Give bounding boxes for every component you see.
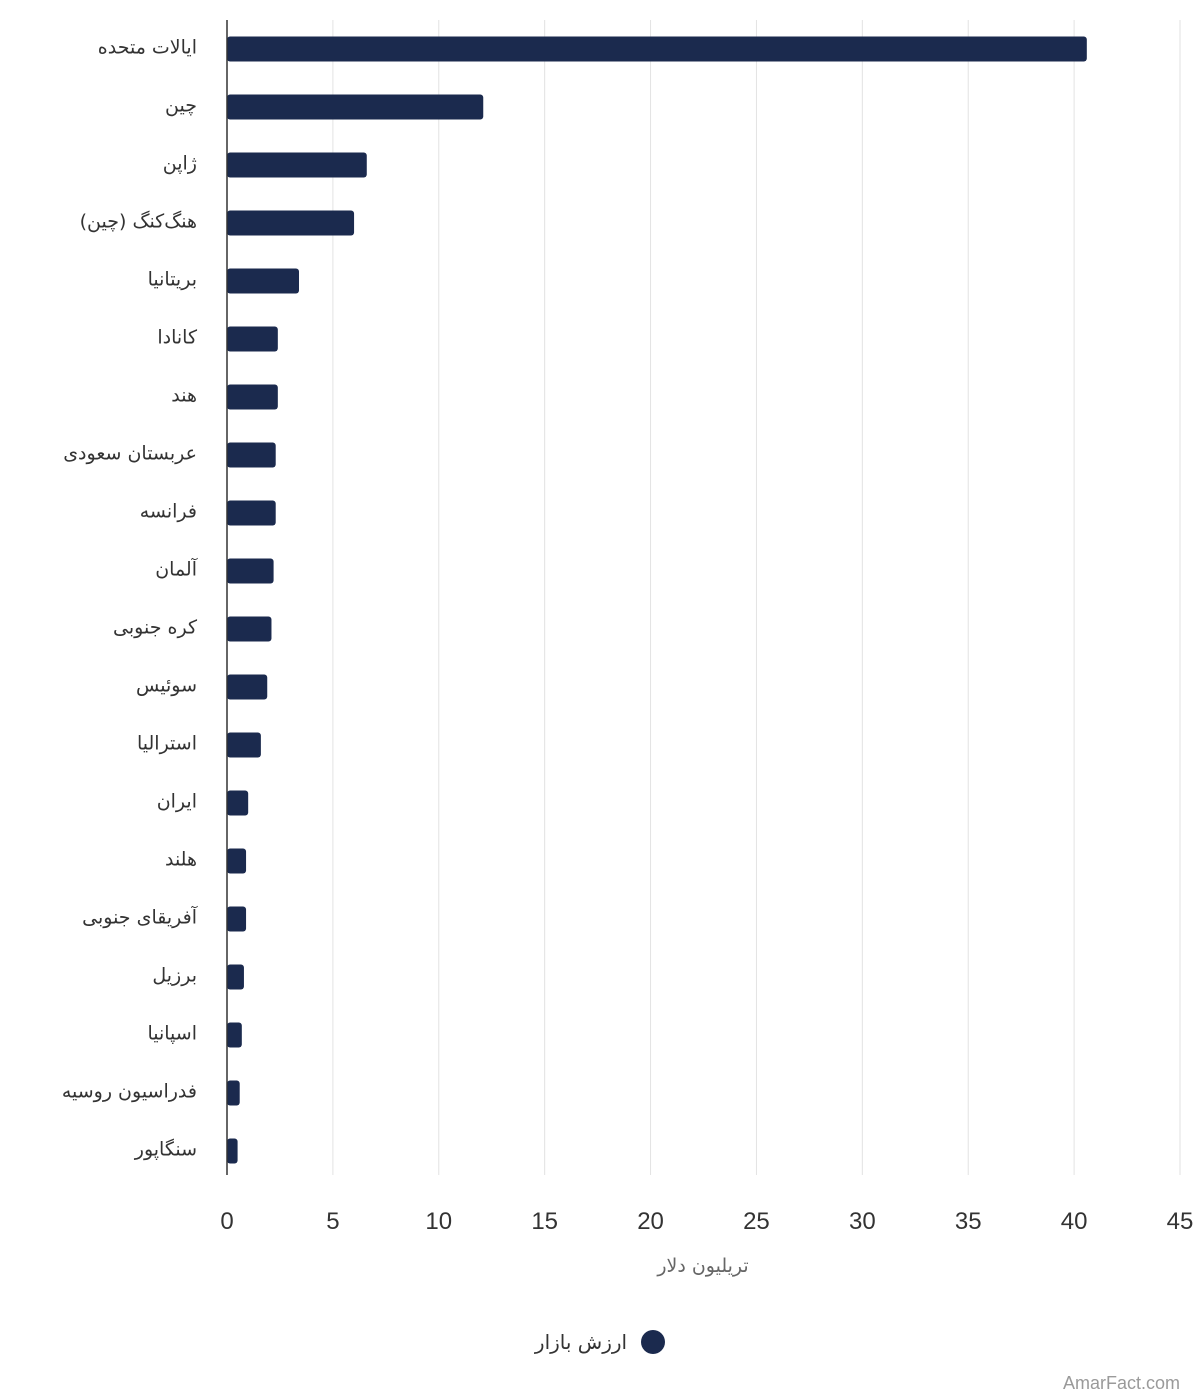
x-tick-label: 0 — [220, 1208, 233, 1235]
bar — [227, 732, 261, 758]
category-label: عربستان سعودی — [63, 443, 197, 465]
bar — [227, 152, 367, 178]
x-tick-label: 20 — [637, 1208, 664, 1235]
category-label: کانادا — [157, 327, 198, 349]
x-tick-label: 5 — [326, 1208, 339, 1235]
category-label: ایران — [157, 791, 197, 813]
bar — [227, 210, 355, 236]
category-label: ایالات متحده — [98, 37, 197, 59]
legend: ارزش بازار — [0, 1322, 1200, 1362]
category-label: چین — [165, 95, 197, 117]
bar — [227, 790, 249, 816]
category-label: هنگ‌کنگ (چین) — [80, 211, 197, 233]
bar — [227, 384, 278, 410]
x-tick-labels: 0 5 10 15 20 25 30 35 40 45 — [220, 1208, 1193, 1235]
bar — [227, 848, 247, 874]
gridlines — [332, 20, 1181, 1175]
category-label: بریتانیا — [148, 269, 197, 291]
bar — [227, 964, 244, 990]
x-tick-label: 10 — [425, 1208, 452, 1235]
x-tick-label: 25 — [743, 1208, 770, 1235]
bar — [227, 906, 247, 932]
x-tick-label: 45 — [1167, 1208, 1194, 1235]
bar — [227, 94, 484, 120]
bar — [227, 36, 1087, 62]
category-label: آفریقای جنوبی — [82, 905, 198, 929]
category-label: سنگاپور — [134, 1138, 197, 1161]
x-tick-label: 35 — [955, 1208, 982, 1235]
bar — [227, 674, 268, 700]
bar — [227, 1080, 240, 1106]
bar — [227, 1022, 242, 1048]
bar — [227, 326, 278, 352]
bar — [227, 500, 276, 526]
category-label: اسپانیا — [147, 1023, 197, 1045]
category-label: هلند — [165, 849, 197, 871]
category-label: هند — [171, 385, 197, 407]
category-label: ژاپن — [163, 153, 197, 175]
bar — [227, 616, 272, 642]
category-labels: ایالات متحده چین ژاپن هنگ‌کنگ (چین) بریتانیا… — [62, 37, 198, 1161]
category-label: سوئیس — [136, 675, 197, 697]
category-label: فرانسه — [140, 501, 197, 523]
watermark: AmarFact.com — [1062, 1373, 1180, 1393]
x-axis-title: تریلیون دلار — [656, 1255, 748, 1277]
bars — [227, 36, 1087, 1164]
x-tick-label: 40 — [1061, 1208, 1088, 1235]
category-label: برزیل — [152, 965, 197, 987]
bar — [227, 268, 300, 294]
category-label: کره جنوبی — [113, 617, 198, 639]
category-label: آلمان — [155, 557, 198, 581]
x-tick-label: 30 — [849, 1208, 876, 1235]
bar-chart: ایالات متحده چین ژاپن هنگ‌کنگ (چین) بریتانیا… — [62, 20, 1193, 1277]
bar — [227, 442, 276, 468]
bar — [227, 1138, 238, 1164]
category-label: استرالیا — [137, 733, 197, 755]
legend-label: ارزش بازار — [534, 1330, 628, 1354]
legend-marker-icon — [641, 1330, 666, 1354]
x-tick-label: 15 — [531, 1208, 558, 1235]
category-label: فدراسیون روسیه — [62, 1081, 197, 1103]
bar — [227, 558, 274, 584]
